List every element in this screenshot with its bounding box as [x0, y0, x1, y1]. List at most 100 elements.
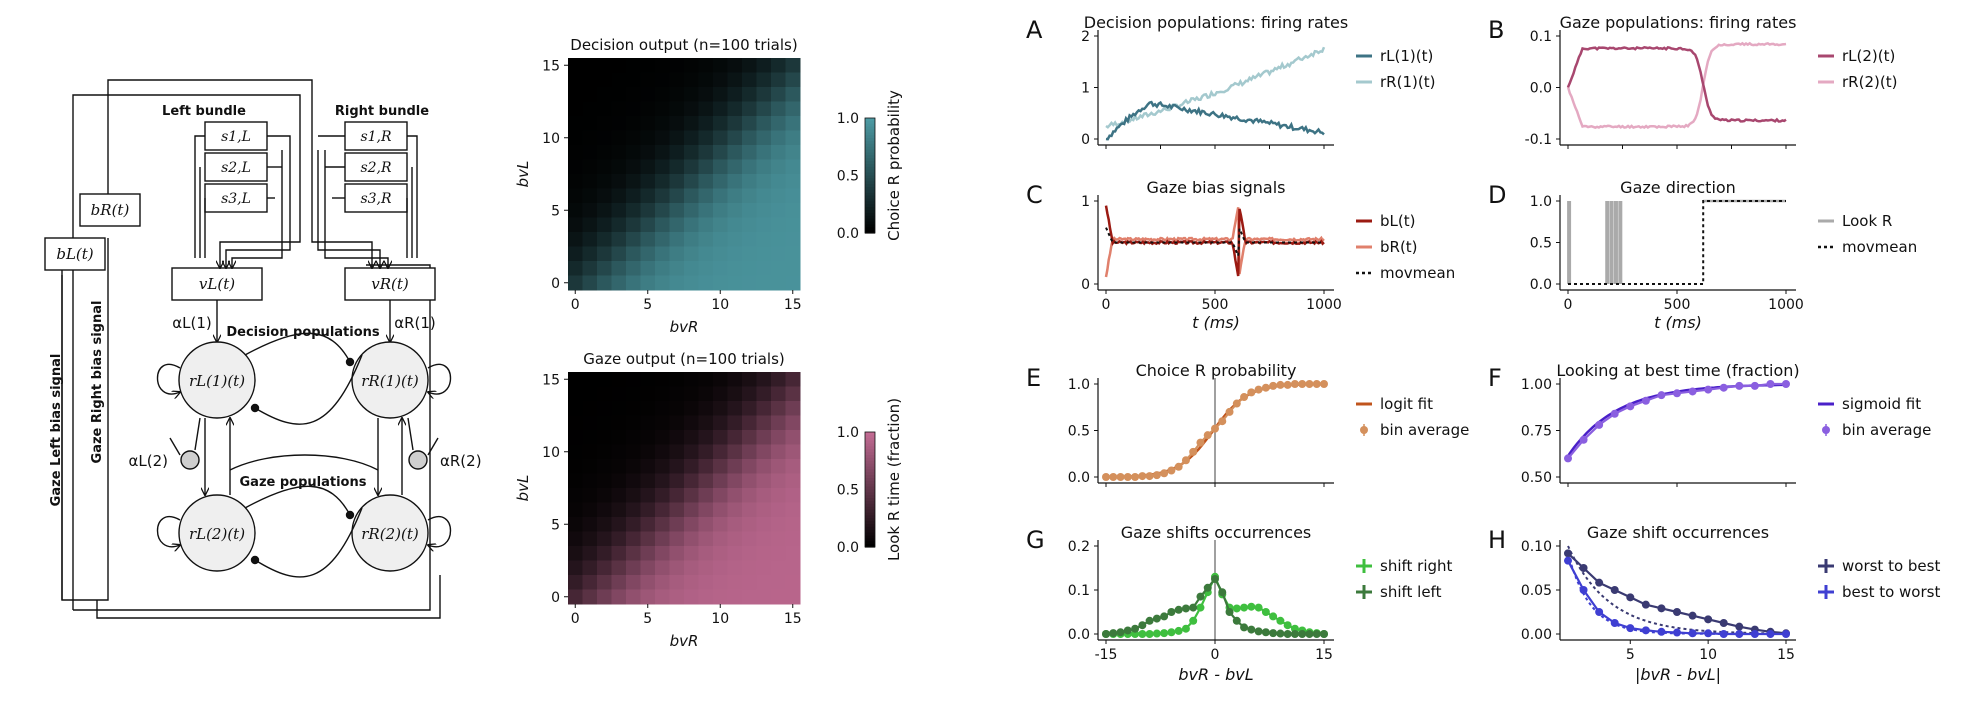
colorbar-segment: [865, 207, 875, 211]
heatmap-cell: [727, 130, 743, 146]
heatmap-cell: [669, 372, 685, 387]
heatmap-cell: [626, 531, 641, 547]
heatmap-cell: [713, 415, 728, 431]
heatmap-cell: [727, 116, 743, 131]
y-tick-label: 0.2: [1068, 539, 1090, 555]
heatmap-cell: [742, 159, 757, 175]
heatmap-cell: [582, 444, 598, 460]
heatmap-cell: [655, 145, 670, 160]
heatmap-cell: [698, 459, 714, 474]
heatmap-cell: [771, 116, 786, 131]
heatmap-cell: [611, 488, 627, 503]
heatmap-cell: [568, 546, 583, 561]
heatmap-cell: [785, 130, 801, 146]
heatmap-cell: [756, 589, 772, 605]
heatmap-cell: [698, 188, 714, 204]
heatmap-cell: [713, 174, 728, 189]
heatmap-cell: [713, 246, 728, 262]
heatmap-cell: [568, 444, 583, 460]
s3r-box: [344, 183, 408, 213]
heatmap-cell: [756, 232, 772, 247]
legend-dot: [1822, 426, 1830, 434]
y-tick-label: 0.05: [1521, 583, 1552, 599]
heatmap-cell: [611, 546, 627, 561]
data-point: [1641, 600, 1650, 609]
heatmap-cell: [640, 386, 656, 402]
heatmap-cell: [582, 386, 598, 402]
heatmap-cell: [785, 517, 801, 532]
data-point: [1312, 380, 1321, 388]
heatmap-cell: [727, 517, 743, 532]
series-line: [1566, 45, 1787, 123]
heatmap-cell: [582, 531, 598, 547]
data-point: [1735, 622, 1744, 631]
data-point: [1704, 615, 1713, 624]
heatmap-cell: [582, 589, 598, 605]
data-point: [1203, 431, 1212, 440]
heatmap-cell: [582, 488, 598, 503]
look-bar: [1618, 201, 1623, 284]
data-point: [1160, 629, 1169, 638]
colorbar-segment: [865, 495, 875, 499]
heatmap-cell: [582, 159, 598, 175]
data-point: [1211, 575, 1219, 583]
heatmap-cell: [597, 430, 612, 445]
heatmap-cell: [727, 246, 743, 262]
x-tick-label: 10: [711, 297, 729, 313]
heatmap-cell: [684, 203, 699, 218]
heatmap-cell: [568, 217, 583, 233]
heatmap-cell: [756, 444, 772, 460]
data-point: [1196, 603, 1205, 612]
heatmap-cell: [698, 473, 714, 489]
data-point: [1189, 603, 1198, 612]
data-point: [1641, 396, 1650, 405]
data-point: [1564, 556, 1572, 565]
data-point: [1261, 383, 1270, 392]
heatmap-cell: [597, 517, 612, 532]
heatmap-cell: [626, 473, 641, 489]
heatmap-cell: [669, 560, 685, 576]
look-bar: [1567, 201, 1572, 284]
heatmap-cell: [669, 232, 685, 247]
data-point: [1688, 387, 1697, 396]
data-point: [1174, 626, 1183, 635]
heatmap-cell: [655, 430, 670, 445]
data-point: [1579, 564, 1588, 572]
colorbar-segment: [865, 120, 875, 125]
data-point: [1610, 409, 1619, 418]
x-tick-label: 5: [643, 611, 652, 627]
heatmap-cell: [640, 488, 656, 503]
heatmap-cell: [640, 58, 656, 73]
heatmap-cell: [727, 203, 743, 218]
heatmap-cell: [611, 444, 627, 460]
heatmap-cell: [626, 459, 641, 474]
heatmap-cell: [713, 430, 728, 445]
heatmap-cell: [655, 72, 670, 88]
x-axis-label: t (ms): [1654, 313, 1702, 332]
y-tick-label: 1.0: [1068, 377, 1090, 393]
legend-label: bL(t): [1380, 212, 1415, 230]
heatmap-cell: [626, 188, 641, 204]
heatmap-cell: [640, 430, 656, 445]
heatmap-cell: [597, 401, 612, 416]
heatmap-cell: [713, 488, 728, 503]
decision-populations-label: Decision populations: [226, 325, 380, 340]
heatmap-cell: [785, 159, 801, 175]
data-point: [1203, 583, 1212, 592]
data-point: [1167, 628, 1176, 637]
data-point: [1232, 616, 1241, 625]
heatmap-cell: [771, 372, 786, 387]
heatmap-cell: [669, 101, 685, 117]
colorbar-segment: [865, 440, 875, 445]
series-line: [1105, 100, 1325, 141]
heatmap-cell: [713, 575, 728, 590]
heatmap-cell: [568, 575, 583, 590]
x-tick-label: 0: [571, 611, 580, 627]
heatmap-cell: [684, 188, 699, 204]
heatmap-cell: [568, 473, 583, 489]
heatmap-cell: [655, 473, 670, 489]
y-tick-label: 0.5: [1068, 424, 1090, 440]
heatmap-cell: [771, 275, 786, 291]
heatmap-ylabel: bvL: [514, 161, 532, 188]
colorbar-segment: [865, 181, 875, 185]
